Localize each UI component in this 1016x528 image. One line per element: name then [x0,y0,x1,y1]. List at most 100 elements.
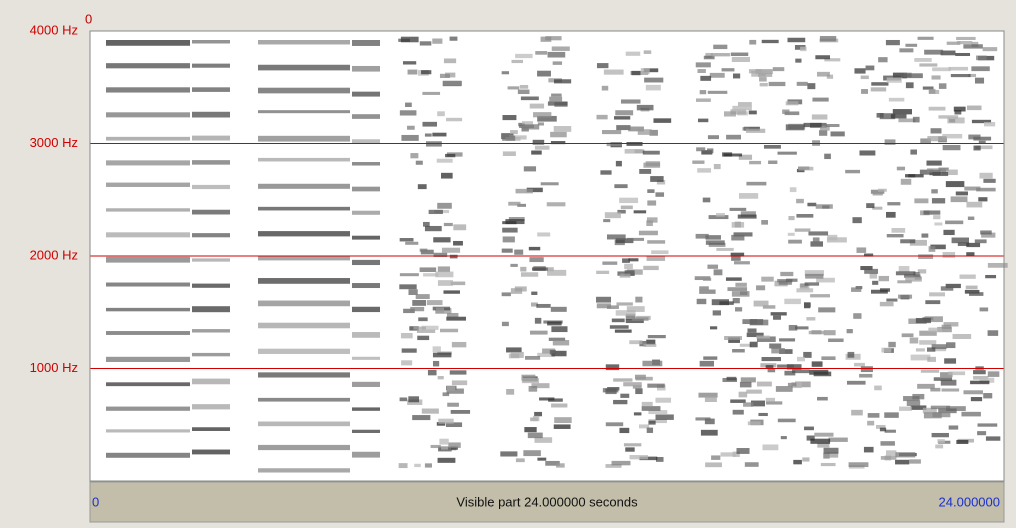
partial [913,271,920,277]
partial [432,38,443,44]
partial [968,134,981,140]
visible-part-caption: Visible part 24.000000 seconds [456,494,638,509]
partial [728,337,740,343]
partial [935,444,944,449]
partial [881,347,892,353]
partial [413,326,426,330]
time-bar[interactable] [89,481,1005,523]
partial [410,153,419,159]
partial [808,231,829,236]
harmonic [106,382,190,387]
partial [697,118,709,123]
partial [628,126,644,132]
partial [765,365,774,369]
partial [510,130,518,135]
partial [436,422,446,426]
partial [515,188,533,194]
partial [523,166,537,172]
partial [782,109,790,114]
partial [965,285,978,290]
partial [408,289,418,295]
partial [963,44,983,49]
partial [860,75,869,80]
partial [699,286,709,290]
partial [905,276,922,282]
partial [432,346,441,352]
partial [746,181,767,186]
partial [696,298,707,305]
partial [940,286,954,291]
partial [711,53,730,57]
partial [737,102,752,107]
partial [424,133,432,137]
partial [940,379,957,386]
partial [531,302,538,307]
partial [961,411,981,417]
harmonic [192,352,230,357]
harmonic [192,306,230,313]
partial [856,247,867,253]
partial [867,420,875,426]
partial [643,50,652,54]
partial [443,58,457,64]
partial [941,324,952,329]
partial [551,46,570,51]
partial [876,424,886,429]
partial [937,326,952,333]
partial [860,366,873,373]
partial [453,240,463,246]
partial [626,306,645,312]
partial [531,291,538,295]
partial [750,400,766,407]
partial [773,315,782,320]
partial [932,347,947,352]
partial [796,81,808,86]
partial [611,460,631,466]
partial [788,215,795,221]
partial [706,148,714,154]
partial [625,447,635,452]
partial [624,270,635,276]
partial [713,44,728,50]
partial [701,150,713,155]
partial [536,303,551,308]
partial [398,463,408,469]
partial [631,70,641,76]
partial [508,201,521,206]
harmonic [192,258,230,262]
partial [732,105,752,111]
partial [554,417,572,424]
partial [619,197,639,204]
partial [417,184,427,190]
partial [903,73,923,79]
partial [642,150,660,155]
partial [521,374,536,381]
partial [823,452,830,459]
harmonic [258,135,350,142]
partial [548,337,566,341]
partial [502,115,517,121]
partial [619,273,631,278]
partial [821,356,836,360]
partial [521,378,539,384]
partial [515,458,525,463]
partial [946,41,961,45]
partial [699,360,714,367]
partial [769,343,782,349]
partial [651,250,669,255]
partial [623,443,642,447]
partial [710,326,718,330]
partial [414,463,421,468]
partial [553,424,571,429]
partial [644,77,664,83]
harmonic [106,208,190,212]
partial [520,96,539,101]
partial [985,274,997,279]
partial [625,51,641,56]
partial [748,110,757,115]
partial [540,182,559,186]
partial [954,110,962,115]
partial [639,456,658,461]
partial [914,57,932,62]
partial [731,222,745,228]
